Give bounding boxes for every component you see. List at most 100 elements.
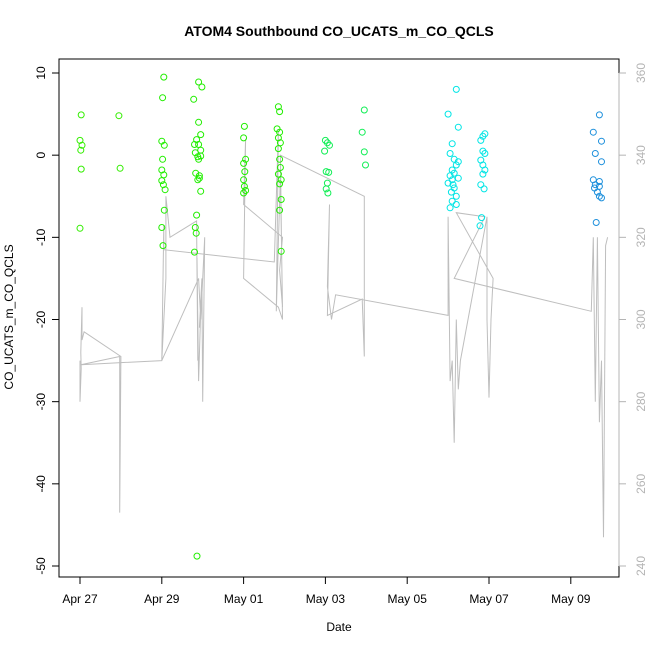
data-point	[478, 214, 486, 222]
x-tick-label: May 09	[551, 592, 591, 606]
data-point	[240, 134, 248, 142]
data-point	[77, 146, 85, 154]
data-point	[76, 224, 84, 232]
data-point	[321, 147, 329, 155]
data-point	[598, 137, 605, 145]
data-point	[452, 192, 460, 200]
data-point	[276, 180, 284, 188]
data-point	[481, 166, 489, 174]
data-point	[322, 185, 330, 193]
y-tick-label-left: -30	[34, 393, 48, 411]
data-point	[159, 181, 167, 189]
data-point	[479, 170, 487, 178]
data-point	[197, 131, 205, 139]
data-point	[591, 150, 599, 157]
y-tick-label-left: 0	[34, 152, 48, 159]
data-point	[448, 140, 456, 148]
data-point	[358, 128, 366, 136]
data-point	[159, 155, 167, 163]
series-flight-4	[321, 106, 369, 197]
y-tick-label-right: 320	[634, 227, 648, 247]
data-point	[197, 146, 205, 154]
data-point	[277, 176, 285, 184]
x-tick-label: May 07	[469, 592, 509, 606]
data-point	[240, 159, 248, 167]
data-point	[454, 158, 462, 166]
data-point	[480, 185, 488, 193]
y-axis-left: 10 0 -10 -20 -30 -40 -50	[34, 66, 60, 575]
series-flight-2	[158, 73, 206, 560]
y-tick-label-right: 340	[634, 145, 648, 165]
data-point	[193, 211, 201, 219]
data-point	[78, 141, 86, 149]
data-point	[360, 106, 368, 114]
x-tick-label: Apr 27	[62, 592, 98, 606]
secondary-series-line	[79, 130, 609, 538]
data-point	[193, 552, 201, 560]
y-tick-label-left: -10	[34, 228, 48, 246]
data-point	[477, 181, 485, 189]
data-point	[277, 247, 285, 255]
data-point	[161, 186, 169, 194]
data-point	[589, 128, 597, 136]
data-point	[446, 204, 454, 212]
x-tick-label: May 01	[224, 592, 264, 606]
data-point	[194, 153, 202, 161]
data-point	[160, 206, 168, 214]
plot-frame	[58, 58, 620, 578]
data-point	[197, 187, 205, 195]
data-point	[325, 168, 333, 176]
data-point	[595, 111, 603, 119]
data-point	[454, 174, 462, 182]
data-point	[274, 170, 282, 178]
data-point	[326, 141, 333, 149]
data-point	[191, 141, 198, 148]
data-point	[276, 155, 284, 163]
data-point	[595, 182, 603, 190]
data-point	[160, 73, 168, 81]
data-point	[240, 189, 248, 197]
data-point	[481, 130, 489, 138]
data-point	[159, 242, 167, 250]
data-point	[595, 192, 603, 200]
data-point	[240, 182, 248, 190]
y-tick-label-left: -40	[34, 475, 48, 493]
data-point	[477, 136, 485, 144]
data-point	[77, 111, 85, 119]
y-tick-label-right: 260	[634, 474, 648, 494]
secondary-series-layer	[79, 130, 609, 538]
data-point	[323, 179, 331, 187]
data-point	[360, 148, 368, 156]
x-axis: Apr 27 Apr 29 May 01 May 03 May 05 May 07 May …	[62, 576, 591, 606]
chart-title: ATOM4 Southbound CO_UCATS_m_CO_QCLS	[184, 23, 494, 39]
data-point	[450, 169, 458, 177]
y-axis-right: 360 340 320 300 280 260 240	[618, 63, 648, 576]
data-point	[276, 164, 284, 171]
data-point	[198, 83, 206, 91]
data-point	[276, 108, 284, 116]
y-tick-label-right: 240	[634, 556, 648, 576]
data-point	[276, 206, 284, 214]
data-point	[448, 197, 456, 205]
y-tick-label-right: 300	[634, 309, 648, 329]
data-point	[192, 229, 200, 237]
data-point	[449, 181, 457, 189]
data-point	[452, 201, 460, 208]
data-point	[324, 189, 332, 197]
data-point	[191, 224, 199, 231]
data-point	[240, 176, 248, 184]
data-point	[195, 78, 203, 86]
data-point	[452, 85, 460, 93]
y-tick-label-left: -50	[34, 557, 48, 575]
data-point	[277, 196, 285, 203]
y-tick-label-left: -20	[34, 311, 48, 329]
x-tick-label: May 05	[388, 592, 428, 606]
data-point	[241, 168, 249, 176]
data-point	[598, 194, 605, 202]
data-point	[191, 248, 198, 256]
y-tick-label-left: 10	[34, 66, 48, 80]
x-tick-label: Apr 29	[144, 592, 180, 606]
data-point	[595, 178, 603, 185]
y-tick-label-right: 360	[634, 63, 648, 83]
data-point	[116, 164, 124, 172]
